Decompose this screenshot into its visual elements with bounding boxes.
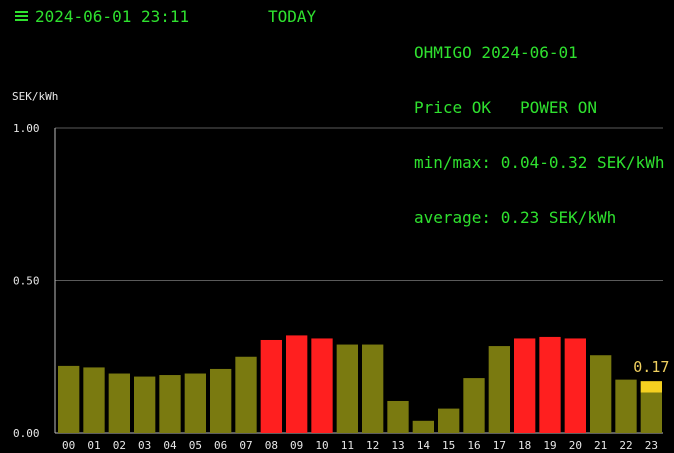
- price-bar-12: [362, 344, 384, 433]
- price-bar-23: [640, 381, 662, 393]
- x-tick-label: 12: [366, 439, 379, 452]
- header-datetime: 2024-06-01 23:11: [35, 7, 190, 26]
- device-line: OHMIGO 2024-06-01: [414, 43, 578, 62]
- x-tick-label: 02: [113, 439, 126, 452]
- price-bar-07: [235, 356, 257, 433]
- x-tick-label: 16: [467, 439, 480, 452]
- grid-layer: [54, 127, 663, 434]
- x-tick-label: 03: [138, 439, 151, 452]
- day-tab-today[interactable]: TODAY: [268, 7, 317, 26]
- average-line: average: 0.23 SEK/kWh: [414, 208, 617, 227]
- price-bar-17: [488, 346, 510, 433]
- x-tick-label: 00: [62, 439, 75, 452]
- price-bar-23-base: [640, 392, 662, 433]
- label-layer: 1.00 0.50 0.00 00 01 02 03 04 05 06 07 08 09 10 11 12 13…: [13, 122, 669, 452]
- x-tick-label: 09: [290, 439, 303, 452]
- header-status-block: OHMIGO 2024-06-01 Price OK POWER ON min/…: [414, 8, 664, 246]
- price-bar-05: [184, 373, 206, 433]
- price-bar-11: [336, 344, 358, 433]
- price-bar-09: [286, 335, 308, 433]
- x-tick-label: 11: [341, 439, 354, 452]
- price-bar-16: [463, 378, 485, 433]
- x-tick-label: 20: [569, 439, 582, 452]
- x-tick-label: 18: [518, 439, 531, 452]
- x-tick-label: 21: [594, 439, 607, 452]
- price-bar-03: [134, 376, 156, 433]
- price-bar-15: [438, 408, 460, 433]
- x-tick-label: 06: [214, 439, 227, 452]
- current-price-label: 0.17: [633, 358, 669, 376]
- x-tick-label: 15: [442, 439, 455, 452]
- x-tick-label: 04: [163, 439, 177, 452]
- price-bar-06: [210, 368, 232, 433]
- bar-layer: [58, 335, 662, 433]
- x-tick-label: 14: [417, 439, 431, 452]
- y-axis-unit: SEK/kWh: [12, 90, 59, 103]
- x-tick-label: 01: [87, 439, 100, 452]
- x-tick-label: 10: [315, 439, 328, 452]
- price-bar-02: [108, 373, 130, 433]
- x-tick-label: 17: [493, 439, 506, 452]
- x-tick-label: 05: [189, 439, 202, 452]
- menu-icon[interactable]: [15, 11, 28, 23]
- status-line: Price OK POWER ON: [414, 98, 598, 117]
- y-tick-label: 1.00: [13, 122, 40, 135]
- price-bar-19: [539, 336, 561, 433]
- x-tick-label: 13: [391, 439, 404, 452]
- x-tick-label: 23: [645, 439, 658, 452]
- price-bar-20: [564, 338, 586, 433]
- price-bar-01: [83, 367, 105, 433]
- minmax-line: min/max: 0.04-0.32 SEK/kWh: [414, 153, 665, 172]
- price-bar-00: [58, 365, 80, 433]
- y-tick-label: 0.00: [13, 427, 40, 440]
- x-tick-label: 08: [265, 439, 278, 452]
- price-bar-22: [615, 379, 637, 433]
- price-bar-18: [514, 338, 536, 433]
- x-tick-label: 07: [239, 439, 252, 452]
- price-bar-21: [590, 355, 612, 433]
- x-tick-label: 19: [543, 439, 556, 452]
- y-tick-label: 0.50: [13, 275, 40, 288]
- price-bar-08: [260, 339, 282, 433]
- x-tick-label: 22: [619, 439, 632, 452]
- price-bar-04: [159, 375, 181, 433]
- price-bar-13: [387, 400, 409, 433]
- price-bar-10: [311, 338, 333, 433]
- price-bar-14: [412, 420, 434, 433]
